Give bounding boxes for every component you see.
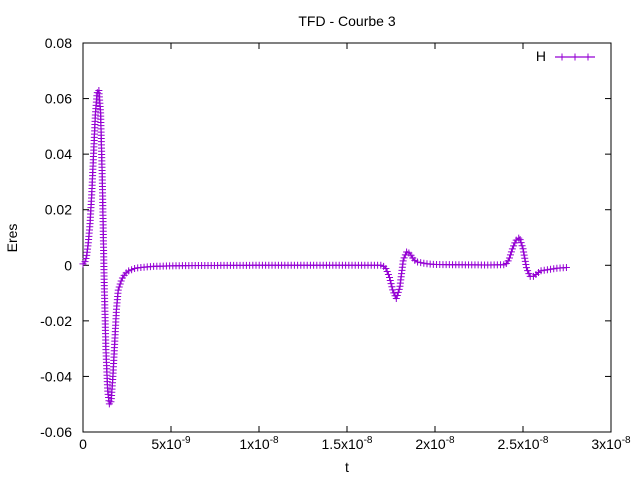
y-axis: -0.06 -0.04 -0.02 0 0.02 0.04 0.06 0.08 (40, 35, 611, 440)
data-point (510, 242, 518, 250)
x-tick-label: 5x10-9 (151, 435, 191, 452)
data-point (520, 251, 528, 259)
x-tick-label-base: 5x10 (151, 436, 182, 452)
data-point (521, 254, 529, 262)
legend-marker (584, 53, 592, 61)
data-point (417, 259, 425, 267)
data-point (392, 295, 400, 303)
x-tick-label-exponent: -8 (622, 435, 631, 446)
y-tick-label: 0.02 (45, 202, 72, 218)
data-point (520, 248, 528, 256)
x-tick-label: 1.5x10-8 (322, 435, 373, 452)
y-tick-label: 0 (64, 257, 72, 273)
x-tick-label-base: 2.5x10 (498, 436, 540, 452)
data-point (117, 277, 125, 285)
x-axis: 0 5x10-9 1x10-8 1.5x10-8 2x10-8 2.5x10-8 3x10-… (79, 43, 631, 452)
data-point (386, 277, 394, 285)
data-point (517, 239, 525, 247)
data-point (524, 267, 532, 275)
data-point (384, 270, 392, 278)
data-point (115, 283, 123, 291)
x-tick-label: 3x10-8 (591, 435, 631, 452)
x-tick-label-base: 3x10 (591, 436, 622, 452)
legend-label-h: H (536, 48, 546, 64)
legend-marker (558, 53, 566, 61)
data-point (388, 283, 396, 291)
data-point (393, 291, 401, 299)
y-tick-label: 0.08 (45, 35, 72, 51)
x-tick-label: 2.5x10-8 (498, 435, 549, 452)
data-point (394, 288, 402, 296)
data-point (518, 242, 526, 250)
data-point (382, 265, 390, 273)
data-point (507, 248, 515, 256)
legend-marker (571, 53, 579, 61)
data-point (116, 280, 124, 288)
data-point (81, 258, 89, 266)
data-point (399, 257, 407, 265)
legend: H (536, 48, 595, 64)
x-tick-label-exponent: -8 (270, 435, 279, 446)
series-layer (79, 87, 570, 408)
x-tick-label: 1x10-8 (239, 435, 279, 452)
data-point (395, 285, 403, 293)
data-point (128, 266, 136, 274)
y-axis-label: Eres (4, 224, 20, 253)
y-tick-label: -0.04 (40, 368, 72, 384)
x-tick-label: 0 (79, 436, 87, 452)
x-tick-label-exponent: -8 (364, 435, 373, 446)
data-point (519, 245, 527, 253)
y-tick-label: -0.02 (40, 313, 72, 329)
data-point (506, 251, 514, 259)
chart-title: TFD - Courbe 3 (298, 13, 395, 29)
data-point (521, 257, 529, 265)
data-point (131, 265, 139, 273)
data-point (383, 267, 391, 275)
y-tick-label: -0.06 (40, 424, 72, 440)
series-markers-h (79, 87, 570, 408)
y-tick-label: 0.04 (45, 146, 72, 162)
data-point (511, 239, 519, 247)
x-tick-label-exponent: -8 (446, 435, 455, 446)
x-tick-label-exponent: -8 (540, 435, 549, 446)
y-tick-label: 0.06 (45, 91, 72, 107)
data-point (522, 261, 530, 269)
x-tick-label-base: 0 (79, 436, 87, 452)
x-axis-label: t (345, 459, 349, 475)
data-point (386, 273, 394, 281)
x-tick-label-base: 2x10 (415, 436, 446, 452)
plot-frame (82, 42, 612, 433)
x-tick-label-base: 1.5x10 (322, 436, 364, 452)
x-tick-label-exponent: -9 (182, 435, 191, 446)
x-tick-label-base: 1x10 (239, 436, 270, 452)
data-point (414, 258, 422, 266)
data-point (389, 286, 397, 294)
data-point (508, 245, 516, 253)
data-point (505, 254, 513, 262)
data-point (114, 286, 122, 294)
data-point (515, 234, 523, 242)
legend-sample (555, 53, 595, 61)
data-point (504, 257, 512, 265)
data-point (516, 236, 524, 244)
data-point (522, 264, 530, 272)
data-point (82, 255, 90, 263)
data-point (125, 267, 133, 275)
x-tick-label: 2x10-8 (415, 435, 455, 452)
data-point (400, 254, 408, 262)
data-point (562, 264, 570, 272)
series-line-h (82, 88, 568, 406)
data-point (387, 280, 395, 288)
